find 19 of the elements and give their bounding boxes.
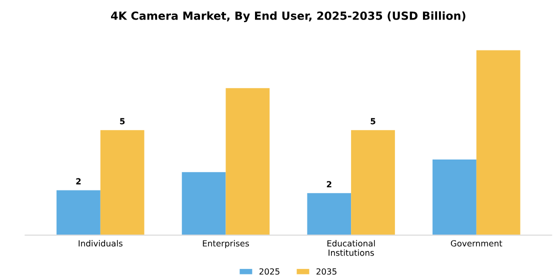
data-label: 5 <box>120 118 125 124</box>
data-label: 2 <box>76 178 81 184</box>
x-tick-label: Individuals <box>78 240 122 247</box>
x-tick-label: Enterprises <box>202 240 249 248</box>
bar <box>351 130 395 236</box>
bar <box>226 88 270 236</box>
data-label: 5 <box>370 118 376 124</box>
chart-title: 4K Camera Market, By End User, 2025-2035 (USD Billion) <box>111 11 466 22</box>
bar <box>307 193 352 236</box>
legend-label: 2025 <box>259 268 280 275</box>
bar <box>100 130 144 236</box>
data-label: 2 <box>326 181 332 188</box>
bar <box>432 160 476 236</box>
legend-label: 2035 <box>316 268 336 275</box>
bar <box>182 172 226 236</box>
bar <box>476 50 520 236</box>
bar <box>56 190 100 236</box>
x-tick-label: Government <box>450 240 502 247</box>
x-tick-label: Educational Institutions <box>327 240 375 256</box>
